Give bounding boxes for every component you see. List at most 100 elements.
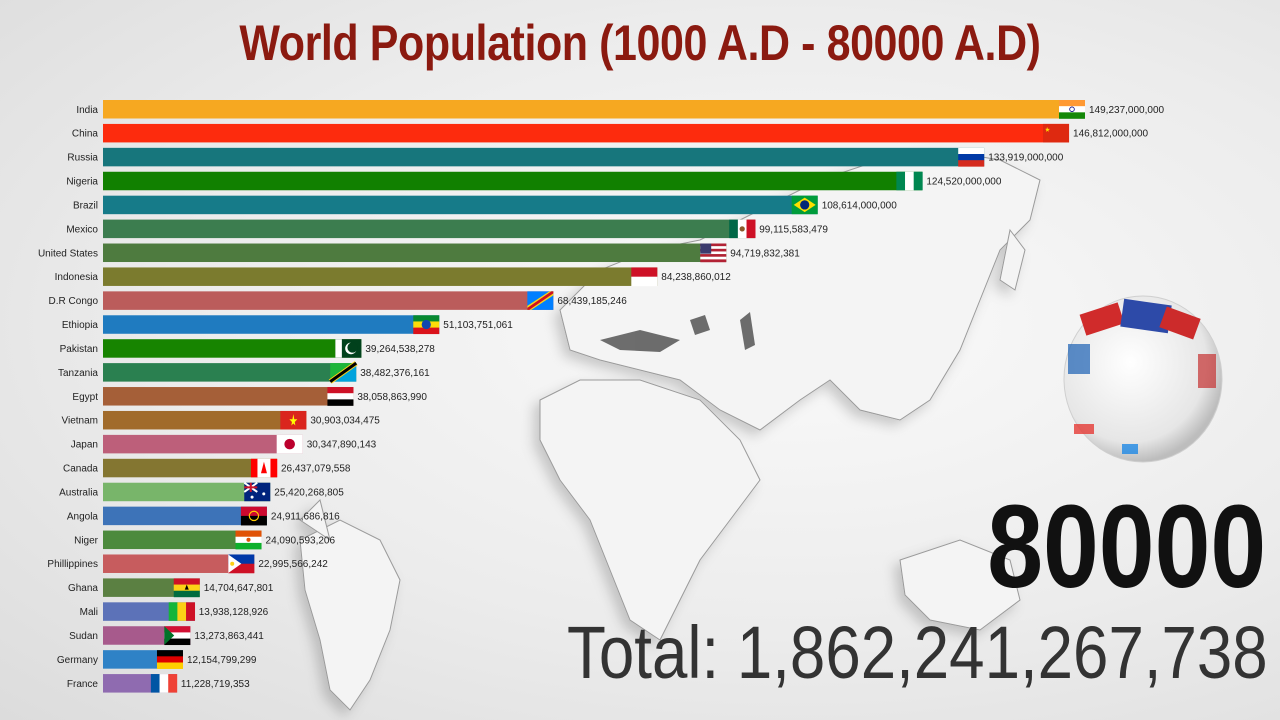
bar-row-niger: Niger 24,090,593,206 [74,530,336,550]
total-value: 1,862,241,267,738 [737,611,1268,694]
bar [103,171,923,191]
value-label: 14,704,647,801 [204,583,274,594]
category-label: Sudan [69,631,98,642]
bar-row-russia: Russia 133,919,000,000 [67,147,1064,167]
category-label: United States [38,248,98,259]
bar-row-mali: Mali 13,938,128,926 [80,602,269,621]
bar [103,195,818,215]
angola-flag-icon [240,506,267,526]
mali-flag-icon [168,602,196,621]
vietnam-flag-icon [280,410,307,430]
bar-row-india: India 149,237,000,000 [76,100,1165,119]
bar-row-vietnam: Vietnam 30,903,034,475 [61,410,380,430]
bar-row-mexico: Mexico 99,115,583,479 [66,219,828,239]
japan-flag-icon [276,434,303,454]
value-label: 24,090,593,206 [266,535,336,546]
bar [103,123,1070,143]
china-flag-icon [1043,123,1070,143]
bar-row-pakistan: Pakistan 39,264,538,278 [60,339,435,358]
total-population: Total: 1,862,241,267,738 [567,616,1268,690]
ghana-flag-icon [173,578,200,598]
bar-row-france: France 11,228,719,353 [67,674,250,693]
category-label: Ethiopia [62,320,99,331]
total-label: Total: [567,611,720,694]
value-label: 13,938,128,926 [199,607,269,618]
category-label: Tanzania [58,368,98,379]
category-label: Brazil [73,200,98,211]
year-counter: 80000 [987,481,1266,613]
value-label: 99,115,583,479 [759,224,828,235]
bar [103,315,440,334]
category-label: Mali [80,607,98,618]
bar [103,100,1085,119]
chart-title: World Population (1000 A.D - 80000 A.D) [239,15,1041,71]
germany-flag-icon [156,650,183,669]
value-label: 68,439,185,246 [557,296,627,307]
value-label: 51,103,751,061 [443,320,513,331]
mexico-flag-icon [729,219,756,239]
bar-row-drcongo: D.R Congo 68,439,185,246 [49,291,627,310]
value-label: 133,919,000,000 [988,153,1064,164]
russia-flag-icon [958,147,985,167]
bar-row-indonesia: Indonesia 84,238,860,012 [55,267,731,287]
indonesia-flag-icon [631,267,658,287]
bar-row-nigeria: Nigeria 124,520,000,000 [66,171,1002,191]
sudan-flag-icon [164,626,191,646]
bar-row-ethiopia: Ethiopia 51,103,751,061 [62,315,513,335]
brazil-flag-icon [791,195,818,215]
drcongo-flag-icon [527,291,554,310]
bar [103,554,255,573]
bar-row-sudan: Sudan 13,273,863,441 [69,626,264,646]
bar-row-japan: Japan 30,347,890,143 [71,434,377,454]
bar-row-tanzania: Tanzania 38,482,376,161 [58,361,430,384]
bar-row-china: China 146,812,000,000 [72,123,1149,143]
australia-flag-icon [243,481,271,502]
category-label: Egypt [72,392,98,403]
niger-flag-icon [235,530,262,550]
bar [103,410,307,430]
bar [103,219,756,239]
category-label: Phillippines [47,559,98,570]
nigeria-flag-icon [896,171,923,191]
value-label: 30,347,890,143 [307,440,377,451]
bar-row-philippines: Phillippines 22,995,566,242 [47,554,328,574]
bar [103,363,357,382]
bar [103,291,554,310]
category-label: Niger [74,535,99,546]
category-label: Vietnam [61,416,98,427]
bar [103,243,727,263]
value-label: 146,812,000,000 [1073,129,1149,140]
category-label: Mexico [66,224,98,235]
category-label: Pakistan [60,344,98,355]
value-label: 12,154,799,299 [187,655,257,666]
bar [103,267,658,286]
category-label: Nigeria [66,177,98,188]
value-label: 38,058,863,990 [357,392,427,403]
globe-graphic [1063,295,1223,463]
bar [103,506,267,526]
bar-row-brazil: Brazil 108,614,000,000 [73,195,897,215]
value-label: 149,237,000,000 [1089,105,1165,116]
value-label: 11,228,719,353 [181,679,250,690]
value-label: 22,995,566,242 [258,559,328,570]
ethiopia-flag-icon [413,315,440,335]
category-label: Germany [57,655,98,666]
category-label: Australia [59,487,98,498]
value-label: 30,903,034,475 [310,416,380,427]
bar [103,458,277,478]
category-label: France [67,679,99,690]
value-label: 124,520,000,000 [926,177,1002,188]
value-label: 84,238,860,012 [661,272,731,283]
bar-row-ghana: Ghana 14,704,647,801 [68,578,274,598]
india-flag-icon [1059,100,1085,119]
category-label: Ghana [68,583,98,594]
bar [103,147,985,167]
bar [103,482,271,502]
bar [103,434,303,454]
pakistan-flag-icon [335,339,362,358]
bar-row-canada: Canada 26,437,079,558 [63,458,351,478]
value-label: 13,273,863,441 [194,631,264,642]
bar-row-usa: United States 94,719,832,381 [38,243,800,263]
